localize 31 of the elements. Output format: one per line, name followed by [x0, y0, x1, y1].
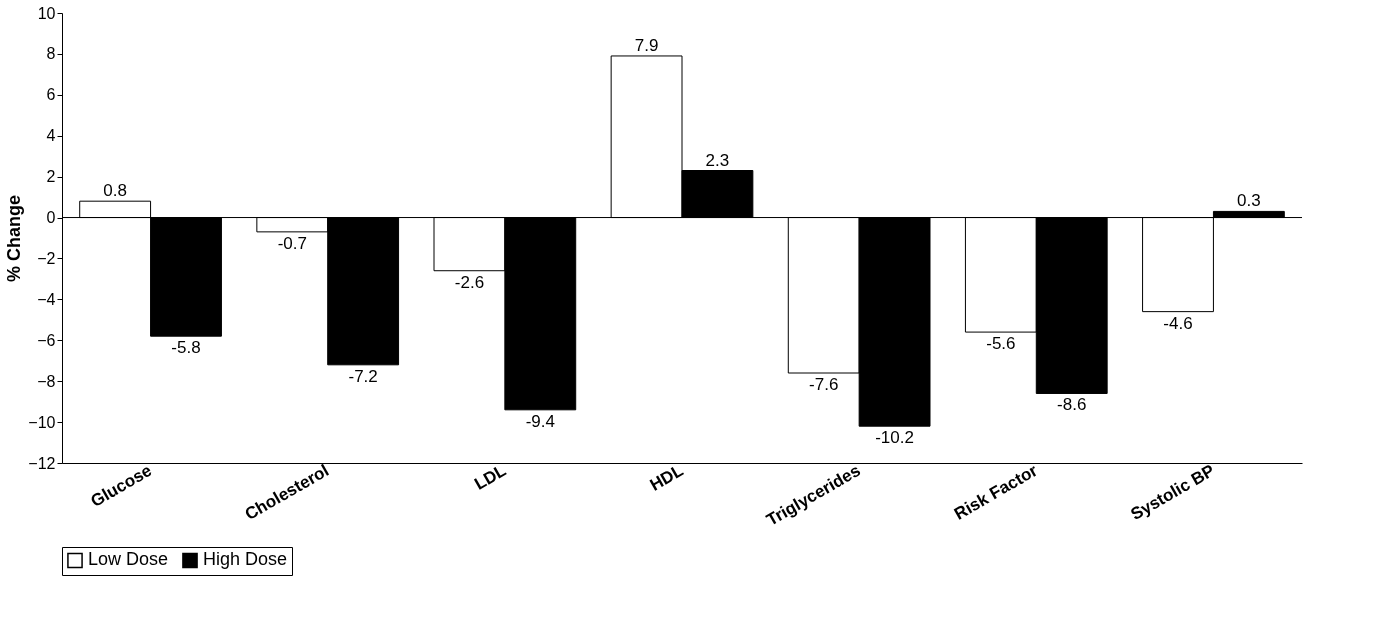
data-label: -7.6 [809, 375, 839, 394]
data-label: -5.8 [171, 338, 201, 358]
y-tick-label: −12 [28, 454, 56, 472]
data-label: 2.3 [705, 150, 730, 170]
data-label: -5.6 [986, 334, 1016, 354]
data-label: 0.8 [103, 181, 127, 201]
y-tick-label: −2 [37, 249, 56, 267]
data-label: -10.2 [875, 428, 914, 448]
data-label: -4.6 [1163, 313, 1193, 333]
data-label: 0.3 [1237, 191, 1261, 211]
data-label: -7.2 [348, 366, 378, 386]
data-label: -9.4 [525, 411, 555, 431]
y-tick-label: 4 [46, 127, 56, 145]
legend-label: High Dose [203, 549, 288, 570]
y-axis-title: % Change [4, 194, 25, 283]
data-label: -8.6 [1057, 395, 1087, 415]
x-tick-label: LDL [471, 460, 510, 494]
y-tick-label: 0 [46, 209, 56, 227]
y-tick-label: 2 [46, 168, 56, 186]
data-label: -2.6 [454, 272, 485, 292]
y-tick-label: −4 [37, 290, 56, 308]
y-tick-label: −10 [28, 413, 56, 431]
y-tick-label: 10 [37, 4, 56, 22]
x-tick-label: HDL [646, 460, 687, 495]
data-label: -0.7 [277, 233, 307, 253]
y-tick-label: −8 [37, 372, 56, 390]
y-tick-label: 8 [46, 45, 56, 63]
legend-label: Low Dose [88, 549, 169, 570]
y-tick-label: 6 [46, 86, 56, 104]
data-label: 7.9 [634, 35, 659, 55]
y-tick-label: −6 [37, 331, 56, 349]
